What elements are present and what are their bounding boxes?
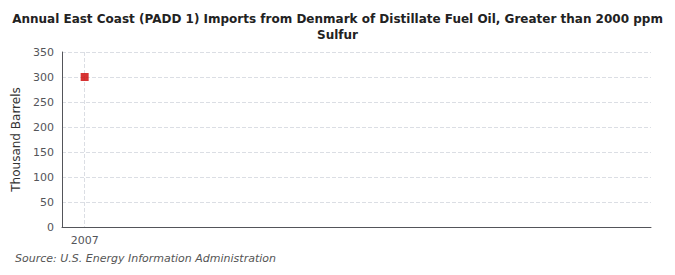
svg-text:350: 350 [33, 46, 54, 59]
svg-text:300: 300 [33, 71, 54, 84]
svg-text:200: 200 [33, 121, 54, 134]
svg-text:0: 0 [47, 221, 54, 234]
svg-text:250: 250 [33, 96, 54, 109]
svg-text:2007: 2007 [71, 234, 99, 247]
svg-text:Source: U.S. Energy Informatio: Source: U.S. Energy Information Administ… [15, 252, 276, 265]
svg-text:50: 50 [40, 196, 54, 209]
svg-text:Sulfur: Sulfur [317, 28, 358, 42]
svg-text:Thousand Barrels: Thousand Barrels [9, 87, 23, 192]
svg-text:Annual East Coast (PADD 1) Imp: Annual East Coast (PADD 1) Imports from … [12, 12, 663, 26]
svg-text:100: 100 [33, 171, 54, 184]
svg-text:150: 150 [33, 146, 54, 159]
